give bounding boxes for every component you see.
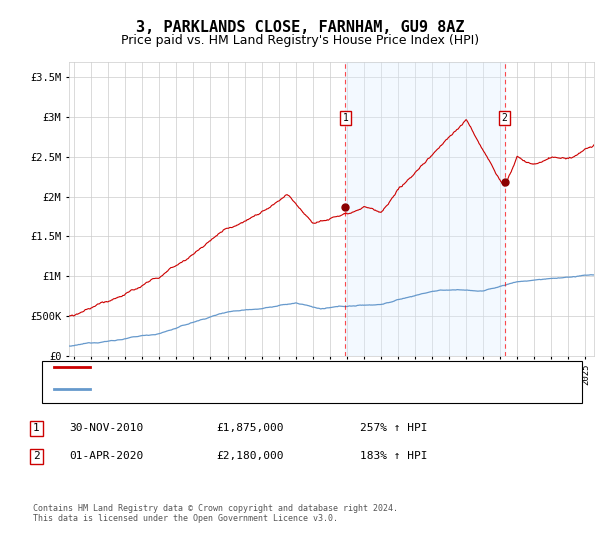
Text: 30-NOV-2010: 30-NOV-2010 — [69, 423, 143, 433]
Text: 2: 2 — [502, 113, 508, 123]
Text: £2,180,000: £2,180,000 — [216, 451, 284, 461]
Text: 1: 1 — [343, 113, 349, 123]
Text: HPI: Average price, detached house, Waverley: HPI: Average price, detached house, Wave… — [96, 384, 355, 394]
Text: £1,875,000: £1,875,000 — [216, 423, 284, 433]
Text: 3, PARKLANDS CLOSE, FARNHAM, GU9 8AZ: 3, PARKLANDS CLOSE, FARNHAM, GU9 8AZ — [136, 20, 464, 35]
Text: 3, PARKLANDS CLOSE, FARNHAM, GU9 8AZ (detached house): 3, PARKLANDS CLOSE, FARNHAM, GU9 8AZ (de… — [96, 362, 407, 371]
Text: Contains HM Land Registry data © Crown copyright and database right 2024.
This d: Contains HM Land Registry data © Crown c… — [33, 504, 398, 524]
Text: 183% ↑ HPI: 183% ↑ HPI — [360, 451, 427, 461]
Text: Price paid vs. HM Land Registry's House Price Index (HPI): Price paid vs. HM Land Registry's House … — [121, 34, 479, 46]
Text: 01-APR-2020: 01-APR-2020 — [69, 451, 143, 461]
Bar — [346, 62, 505, 356]
Text: 257% ↑ HPI: 257% ↑ HPI — [360, 423, 427, 433]
Text: 2: 2 — [33, 451, 40, 461]
Text: 1: 1 — [33, 423, 40, 433]
